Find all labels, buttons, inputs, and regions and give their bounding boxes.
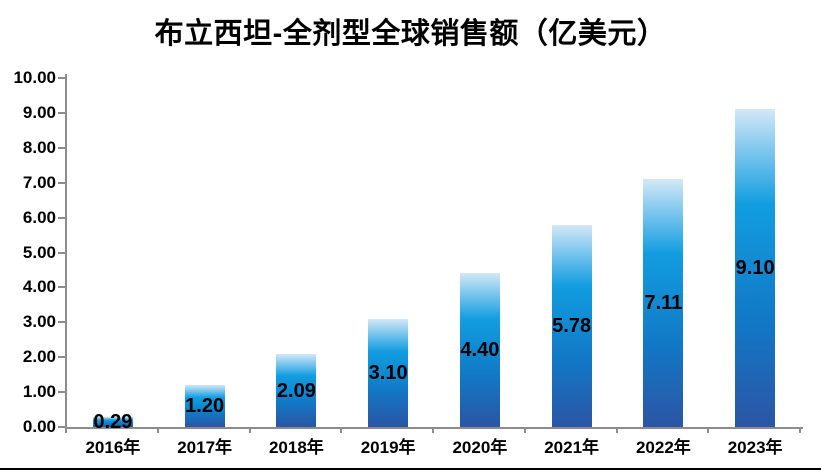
x-tick-mark [248, 427, 251, 433]
y-tick-mark [58, 426, 65, 428]
bar-2021年 [551, 225, 592, 427]
bar-value-label: 2.09 [276, 379, 316, 402]
bottom-border-line [0, 468, 821, 470]
bar-value-label: 1.20 [185, 395, 225, 418]
x-category-label: 2019年 [360, 438, 416, 457]
y-tick-label: 1.00 [22, 382, 56, 402]
chart-title: 布立西坦-全剂型全球销售额（亿美元） [154, 18, 667, 50]
y-axis-line [65, 74, 67, 429]
bar-2018年 [276, 354, 317, 427]
bar-value-label: 7.11 [644, 291, 683, 314]
bar-2016年 [92, 416, 133, 427]
y-tick-mark [58, 321, 65, 324]
bar-value-label: 4.40 [460, 339, 500, 362]
bar-value-label: 3.10 [368, 361, 408, 384]
y-tick-mark [58, 111, 65, 114]
y-tick-label: 8.00 [22, 137, 56, 157]
x-category-label: 2023年 [727, 438, 783, 457]
y-tick-label: 6.00 [22, 207, 56, 227]
y-tick-label: 4.00 [22, 277, 56, 297]
bar-2019年 [368, 318, 409, 427]
x-category-label: 2022年 [635, 438, 691, 457]
y-tick-mark [58, 146, 65, 149]
x-tick-mark [615, 427, 618, 433]
y-tick-label: 9.00 [22, 102, 56, 122]
y-tick-label: 3.00 [22, 312, 56, 332]
y-tick-label: 10.00 [13, 68, 56, 87]
bar-2022年 [643, 178, 684, 427]
x-axis-line [65, 427, 803, 429]
y-tick-label: 2.00 [22, 347, 56, 367]
x-category-label: 2016年 [85, 438, 141, 457]
x-category-label: 2017年 [177, 438, 233, 457]
x-tick-mark [707, 427, 710, 433]
x-tick-mark [340, 427, 343, 433]
y-tick-mark [58, 391, 65, 394]
y-tick-label: 7.00 [22, 172, 56, 192]
y-tick-label: 0.00 [22, 417, 56, 436]
bar-value-label: 5.78 [552, 315, 592, 338]
bar-2023年 [735, 109, 776, 427]
bar-value-label: 9.10 [735, 257, 775, 280]
x-tick-mark [799, 427, 801, 433]
y-tick-mark [58, 77, 65, 79]
x-category-label: 2021年 [544, 438, 600, 457]
x-category-label: 2018年 [268, 438, 324, 457]
y-tick-mark [58, 286, 65, 289]
x-tick-mark [432, 427, 434, 433]
y-tick-mark [58, 356, 65, 359]
x-category-label: 2020年 [452, 438, 508, 457]
x-tick-mark [65, 427, 67, 433]
bar-value-label: 0.29 [93, 410, 133, 433]
bar-2020年 [459, 273, 500, 427]
x-tick-mark [156, 427, 159, 433]
x-tick-mark [523, 427, 526, 433]
y-tick-mark [58, 216, 65, 219]
y-tick-label: 5.00 [22, 242, 56, 262]
bar-2017年 [184, 385, 225, 427]
y-tick-mark [58, 251, 65, 254]
y-tick-mark [58, 181, 65, 184]
